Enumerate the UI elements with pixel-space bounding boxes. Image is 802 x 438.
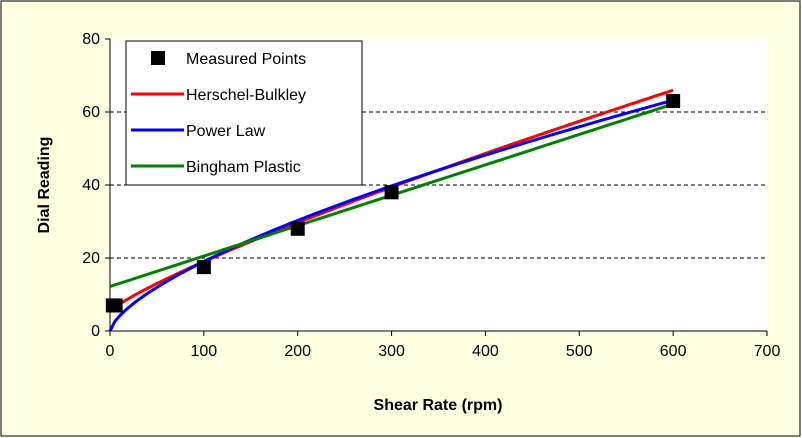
- x-tick-label: 400: [472, 343, 499, 360]
- measured-point: [196, 260, 211, 275]
- y-tick-label: 20: [82, 250, 100, 267]
- x-axis-title: Shear Rate (rpm): [374, 397, 503, 414]
- x-tick-label: 200: [284, 343, 311, 360]
- axis-layer: 0 20 40 60 80 0 100 200 300 400 500 600 700: [82, 31, 780, 360]
- measured-point: [666, 94, 681, 109]
- legend-box: [125, 40, 363, 186]
- legend-label: Herschel-Bulkley: [186, 87, 306, 104]
- measured-point: [290, 221, 305, 236]
- y-tick-label: 40: [82, 177, 100, 194]
- legend-marker-swatch: [151, 51, 165, 65]
- legend-label: Measured Points: [186, 51, 306, 68]
- x-tick-label: 0: [106, 343, 115, 360]
- y-tick-label: 60: [82, 104, 100, 121]
- grid-layer: [110, 111, 767, 259]
- y-tick-label: 0: [91, 323, 100, 340]
- legend-label: Bingham Plastic: [186, 159, 301, 176]
- x-tick-label: 500: [566, 343, 593, 360]
- x-tick-label: 300: [378, 343, 405, 360]
- measured-point: [108, 298, 123, 313]
- marker-layer: [105, 94, 681, 313]
- x-tick-label: 700: [754, 343, 781, 360]
- x-tick-label: 100: [191, 343, 218, 360]
- y-axis-title: Dial Reading: [36, 137, 53, 234]
- legend-label: Power Law: [186, 123, 266, 140]
- legend: Measured Points Herschel-Bulkley Power Law…: [125, 40, 363, 186]
- x-tick-label: 600: [660, 343, 687, 360]
- y-tick-label: 80: [82, 31, 100, 48]
- measured-point: [384, 185, 399, 200]
